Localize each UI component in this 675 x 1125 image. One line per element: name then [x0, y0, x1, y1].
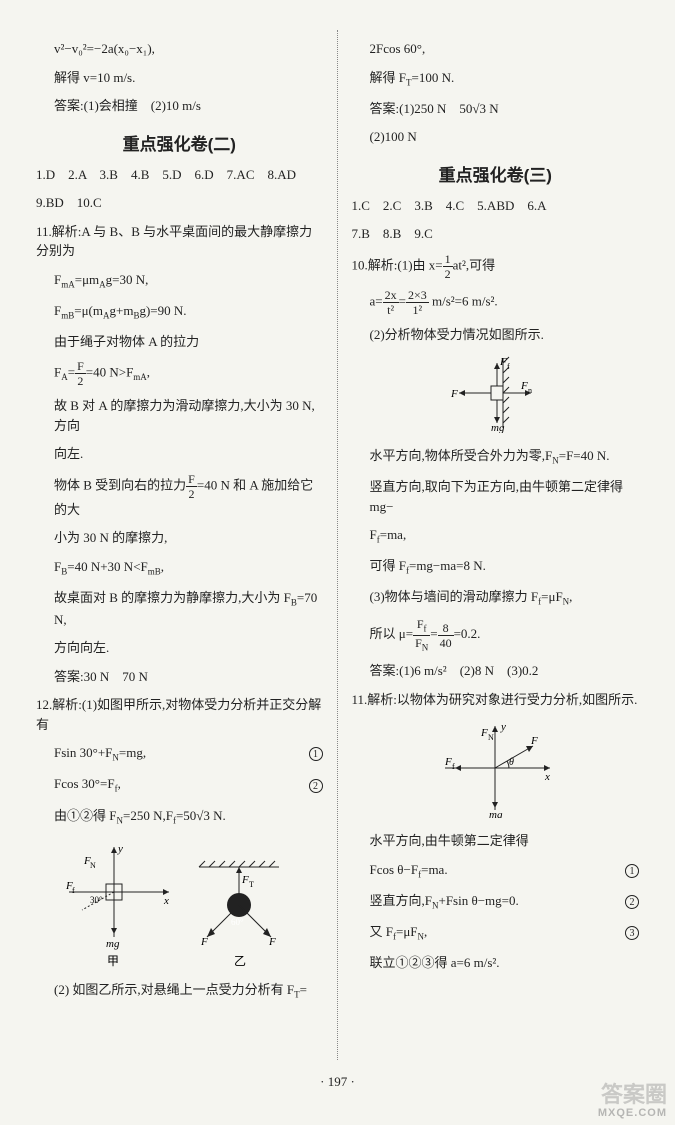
- text: 竖直方向,取向下为正方向,由牛顿第二定律得 mg−: [352, 477, 640, 516]
- svg-text:F: F: [200, 936, 208, 948]
- wall-force-svg: F Fn Ff mg: [440, 353, 550, 433]
- eq: 解得 FT=100 N.: [352, 68, 640, 90]
- eq: 可得 Ff=mg−ma=8 N.: [352, 556, 640, 578]
- svg-text:f: f: [507, 362, 510, 371]
- svg-text:T: T: [249, 880, 254, 889]
- text: (2)分析物体受力情况如图所示.: [352, 325, 640, 345]
- svg-text:F: F: [520, 380, 528, 392]
- fraction: 2×31²: [406, 289, 429, 316]
- eq: FmB=μ(mAg+mBg)=90 N.: [36, 301, 323, 323]
- svg-text:60°: 60°: [231, 917, 244, 927]
- svg-text:F: F: [241, 874, 249, 886]
- text: 水平方向,由牛顿第二定律得: [352, 831, 640, 851]
- q11-head: 11.解析:以物体为研究对象进行受力分析,如图所示.: [352, 690, 640, 710]
- eq: 又 Ff=μFN, 3: [352, 922, 640, 944]
- eq: Fcos 30°=Ff, 2: [36, 774, 323, 796]
- incline-force-svg: FN y F θ x Ff mg: [425, 718, 565, 818]
- force-diagram-svg: F N Ff x y mg 30° 甲: [49, 837, 309, 967]
- eq-num-1: 1: [625, 864, 639, 878]
- text: 小为 30 N 的摩擦力,: [36, 528, 323, 548]
- answer: 答案:(1)6 m/s² (2)8 N (3)0.2: [352, 661, 640, 681]
- fraction: F2: [186, 473, 197, 500]
- text: 故桌面对 B 的摩擦力为静摩擦力,大小为 FB=70 N,: [36, 588, 323, 630]
- svg-text:F: F: [499, 356, 507, 368]
- svg-text:x: x: [163, 895, 169, 907]
- eq-num-2: 2: [625, 895, 639, 909]
- fraction: 12: [443, 253, 453, 280]
- eq: v²−v₀²=−2a(x₀−x₁),: [36, 39, 323, 59]
- eq-num-3: 3: [625, 926, 639, 940]
- right-column: 2Fcos 60°, 解得 FT=100 N. 答案:(1)250 N 50√3…: [338, 30, 648, 1060]
- svg-text:n: n: [528, 386, 532, 395]
- eq: FA=F2=40 N>FmA,: [36, 360, 323, 387]
- q10-head: 10.解析:(1)由 x=12at²,可得: [352, 253, 640, 280]
- svg-text:F: F: [450, 388, 458, 400]
- page: v²−v₀²=−2a(x₀−x₁), 解得 v=10 m/s. 答案:(1)会相…: [0, 0, 675, 1070]
- diagram-wall: F Fn Ff mg: [352, 353, 640, 437]
- eq-num-2: 2: [309, 779, 323, 793]
- answer: (2)100 N: [352, 127, 640, 147]
- answer: 答案:(1)250 N 50√3 N: [352, 99, 640, 119]
- eq: 由①②得 FN=250 N,Ff=50√3 N.: [36, 806, 323, 828]
- text: (2) 如图乙所示,对悬绳上一点受力分析有 FT=: [36, 980, 323, 1002]
- answer: 答案:(1)会相撞 (2)10 m/s: [36, 96, 323, 116]
- q12-head: 12.解析:(1)如图甲所示,对物体受力分析并正交分解有: [36, 695, 323, 734]
- diagram-jia-yi: F N Ff x y mg 30° 甲: [36, 837, 323, 971]
- eq-num-1: 1: [309, 747, 323, 761]
- svg-text:N: N: [90, 861, 96, 870]
- text: 向左.: [36, 444, 323, 464]
- mc-answers: 9.BD 10.C: [36, 193, 323, 213]
- svg-text:F: F: [480, 727, 488, 739]
- text: 水平方向,物体所受合外力为零,FN=F=40 N.: [352, 446, 640, 468]
- svg-text:F: F: [268, 936, 276, 948]
- svg-text:mg: mg: [489, 809, 503, 818]
- watermark: 答案圈 MXQE.COM: [598, 1083, 667, 1119]
- eq: 2Fcos 60°,: [352, 39, 640, 59]
- text: 方向向左.: [36, 638, 323, 658]
- text: 由于绳子对物体 A 的拉力: [36, 332, 323, 352]
- fraction: 840: [438, 622, 454, 649]
- fraction: 2xt²: [383, 289, 399, 316]
- svg-text:mg: mg: [491, 422, 505, 433]
- section-title-3: 重点强化卷(三): [352, 161, 640, 186]
- eq: Fsin 30°+FN=mg, 1: [36, 743, 323, 765]
- eq: FB=40 N+30 N<FmB,: [36, 557, 323, 579]
- text: 故 B 对 A 的摩擦力为滑动摩擦力,大小为 30 N,方向: [36, 396, 323, 435]
- mc-answers: 1.C 2.C 3.B 4.C 5.ABD 6.A: [352, 196, 640, 216]
- eq: FmA=μmAg=30 N,: [36, 270, 323, 292]
- section-title-2: 重点强化卷(二): [36, 130, 323, 155]
- eq: Ff=ma,: [352, 525, 640, 547]
- fraction: F2: [75, 360, 86, 387]
- diagram-incline: FN y F θ x Ff mg: [352, 718, 640, 822]
- eq: a=2xt²=2×31² m/s²=6 m/s².: [352, 289, 640, 316]
- svg-text:x: x: [544, 771, 550, 783]
- svg-text:f: f: [452, 762, 455, 771]
- svg-text:30°: 30°: [90, 895, 103, 905]
- fraction: FfFN: [413, 618, 430, 652]
- eq: 竖直方向,FN+Fsin θ−mg=0. 2: [352, 891, 640, 913]
- svg-text:N: N: [488, 733, 494, 742]
- svg-text:f: f: [72, 886, 75, 895]
- eq: Fcos θ−Ff=ma. 1: [352, 860, 640, 882]
- text: (3)物体与墙间的滑动摩擦力 Ff=μFN,: [352, 587, 640, 609]
- eq: 所以 μ=FfFN=840=0.2.: [352, 618, 640, 652]
- svg-text:θ: θ: [509, 757, 514, 768]
- text: 物体 B 受到向右的拉力F2=40 N 和 A 施加给它的大: [36, 473, 323, 520]
- svg-text:F: F: [530, 735, 538, 747]
- mc-answers: 7.B 8.B 9.C: [352, 224, 640, 244]
- svg-text:y: y: [500, 721, 506, 733]
- svg-text:甲: 甲: [107, 954, 119, 967]
- q11-head: 11.解析:A 与 B、B 与水平桌面间的最大静摩擦力分别为: [36, 222, 323, 261]
- svg-text:mg: mg: [106, 938, 120, 950]
- page-number: · 197 ·: [0, 1074, 675, 1090]
- eq: 联立①②③得 a=6 m/s².: [352, 953, 640, 973]
- svg-text:乙: 乙: [234, 954, 246, 967]
- answer: 答案:30 N 70 N: [36, 667, 323, 687]
- eq: 解得 v=10 m/s.: [36, 68, 323, 88]
- left-column: v²−v₀²=−2a(x₀−x₁), 解得 v=10 m/s. 答案:(1)会相…: [28, 30, 338, 1060]
- svg-text:F: F: [444, 756, 452, 768]
- svg-text:y: y: [117, 843, 123, 855]
- mc-answers: 1.D 2.A 3.B 4.B 5.D 6.D 7.AC 8.AD: [36, 165, 323, 185]
